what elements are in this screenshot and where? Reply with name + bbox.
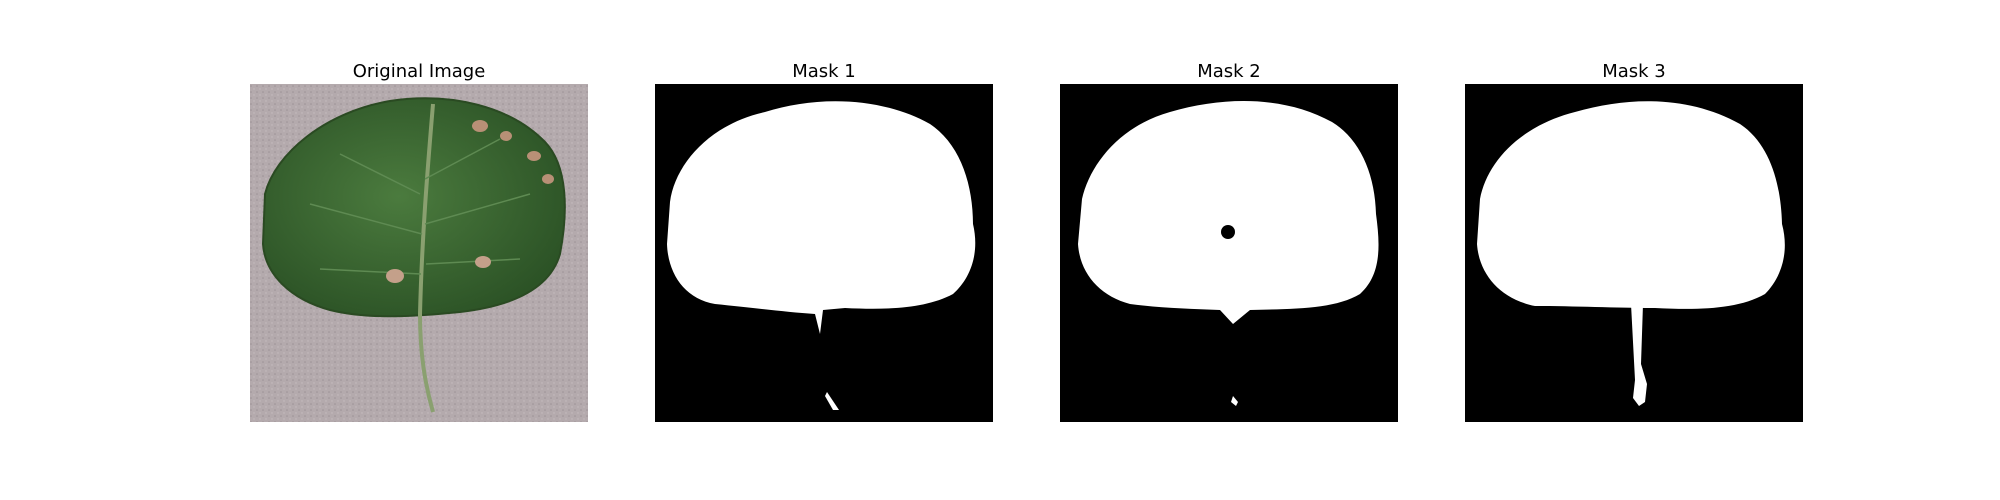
panel-title: Mask 1: [792, 61, 856, 82]
lesion-spot: [475, 256, 491, 268]
panel-mask-3: Mask 3: [1465, 60, 1803, 422]
mask-3-image: [1465, 84, 1803, 422]
lesion-spot: [542, 174, 554, 184]
mask-2: [1060, 84, 1398, 422]
lesion-spot: [472, 120, 488, 132]
panel-title: Original Image: [352, 61, 486, 82]
mask-1: [655, 84, 993, 422]
mask-3: [1465, 84, 1803, 422]
leaf-stem: [417, 103, 435, 413]
lesion-spot: [500, 131, 512, 141]
original-image: [250, 84, 588, 422]
leaf-photo: [250, 84, 588, 422]
panel-mask-1: Mask 1: [655, 60, 993, 422]
panel-original-image: Original Image: [250, 60, 588, 422]
panel-title: Mask 2: [1197, 61, 1261, 82]
panel-mask-2: Mask 2: [1060, 60, 1398, 422]
panel-title: Mask 3: [1602, 61, 1666, 82]
lesion-spot: [386, 269, 404, 283]
lesion-spot: [527, 151, 541, 161]
mask-1-image: [655, 84, 993, 422]
mask-2-image: [1060, 84, 1398, 422]
